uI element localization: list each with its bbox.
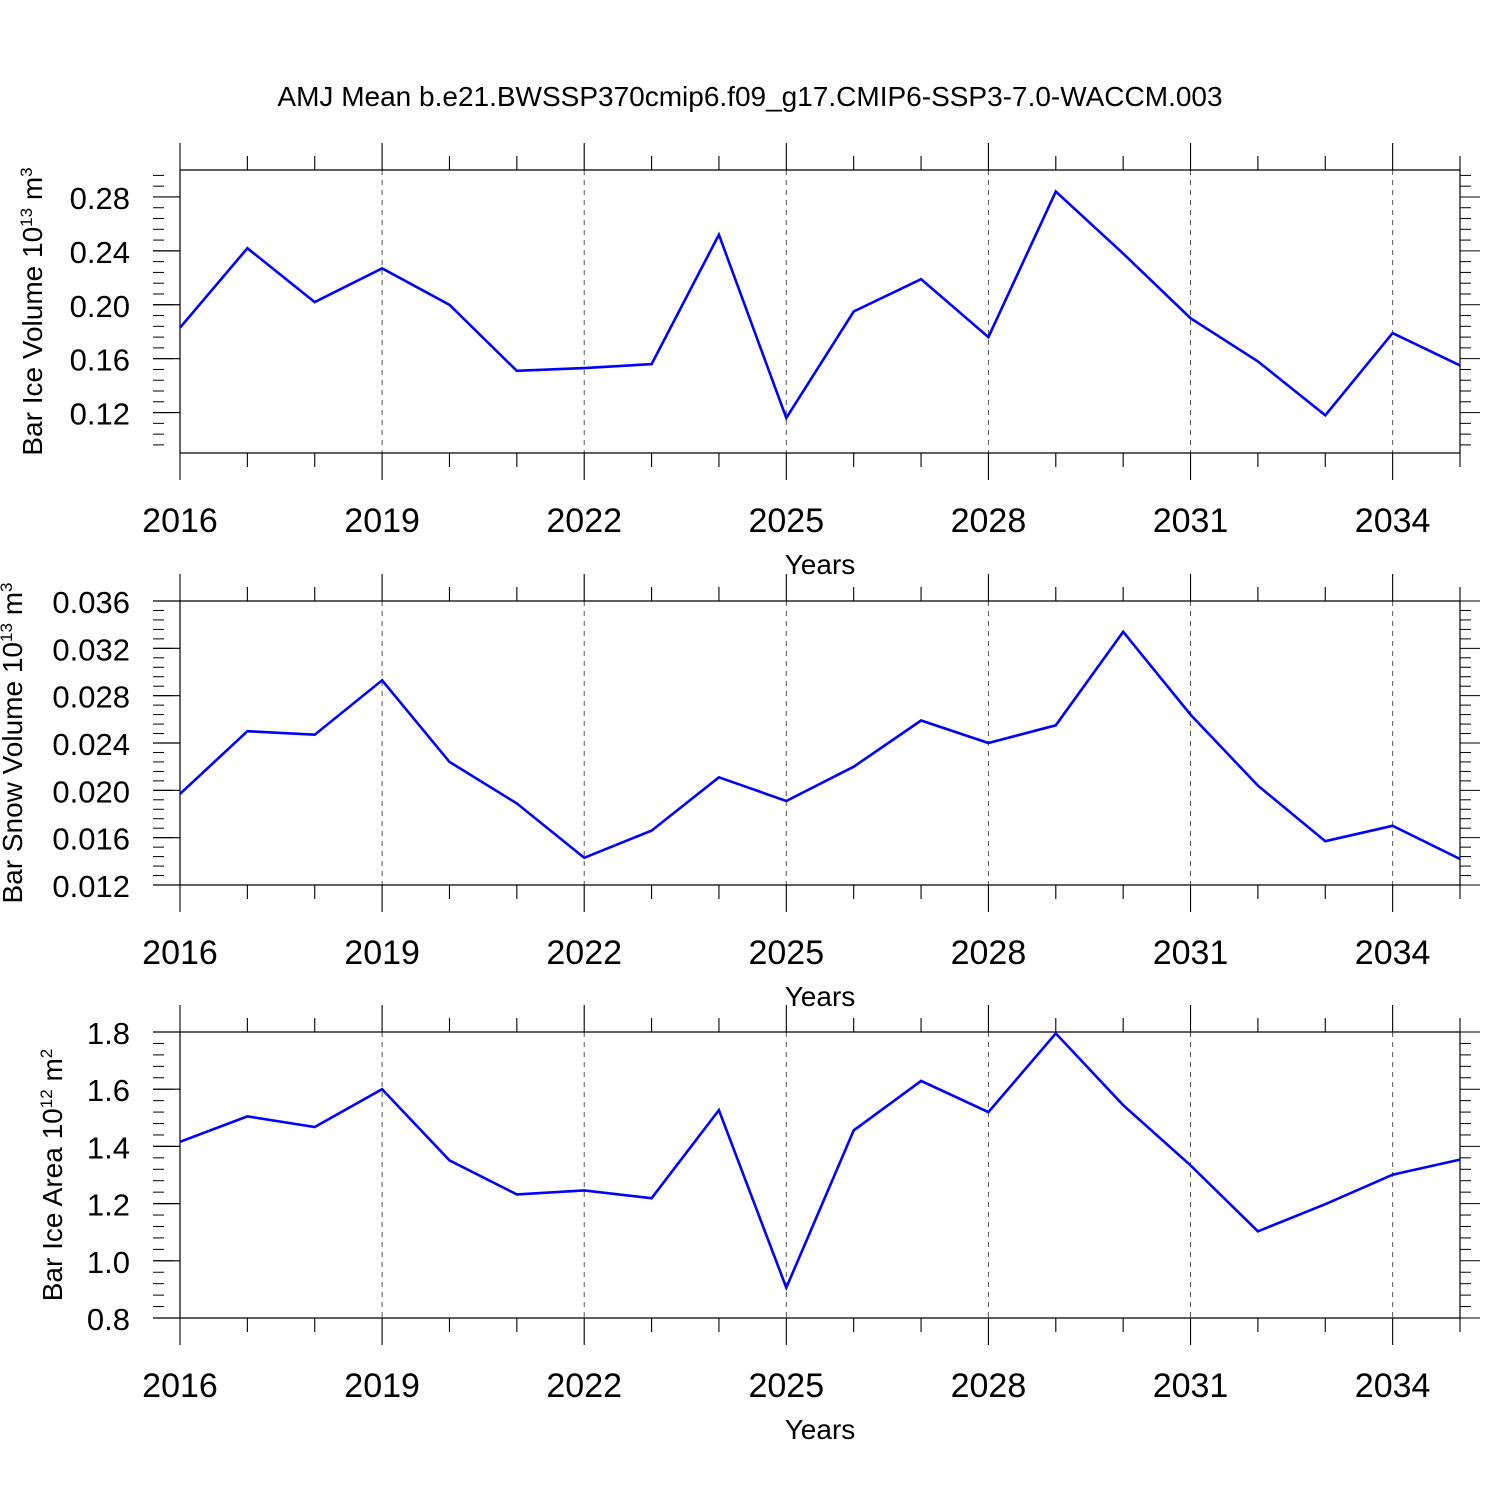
y-tick-label: 0.016 [52,822,130,857]
x-tick-label: 2022 [546,502,622,540]
x-axis-title: Years [785,1414,856,1445]
x-tick-label: 2025 [748,502,824,540]
figure-title: AMJ Mean b.e21.BWSSP370cmip6.f09_g17.CMI… [277,81,1222,112]
y-tick-label: 0.012 [52,869,130,904]
x-tick-label: 2031 [1153,1367,1229,1405]
y-tick-label: 0.12 [70,397,130,432]
y-tick-label: 0.028 [52,680,130,715]
x-tick-label: 2022 [546,934,622,972]
y-tick-label: 0.24 [70,235,130,270]
y-tick-label: 1.0 [87,1245,130,1280]
x-tick-label: 2031 [1153,502,1229,540]
x-tick-label: 2034 [1355,934,1431,972]
x-tick-label: 2016 [142,934,218,972]
series-line [179,189,1461,421]
y-tick-label: 1.2 [87,1188,130,1223]
ylabel-main: Bar Snow Volume 10 [0,642,28,904]
ylabel-main: Bar Ice Area 10 [37,1108,68,1301]
x-tick-label: 2019 [344,1367,420,1405]
x-tick-label: 2031 [1153,934,1229,972]
y-tick-label: 0.020 [52,774,130,809]
chart-panel-2: 2016 2019 2022 2025 2028 2031 2034 Years 0.012 0.… [0,574,1480,1012]
y-tick-label: 0.024 [52,727,130,762]
ylabel-unit: m [17,177,48,208]
x-tick-label: 2019 [344,934,420,972]
ylabel-exponent: 12 [37,1089,56,1108]
x-tick-label: 2025 [748,934,824,972]
y-axis-title: Bar Ice Volume 1013 m3 [17,167,48,455]
ylabel-exponent: 13 [0,623,16,642]
y-tick-label: 1.8 [87,1016,130,1051]
x-axis-title: Years [785,981,856,1012]
y-tick-label: 0.20 [70,289,130,324]
x-tick-label: 2016 [142,502,218,540]
ylabel-unit-exponent: 2 [37,1049,56,1058]
ylabel-unit-exponent: 3 [17,167,36,176]
y-tick-label: 0.28 [70,181,130,216]
x-tick-label: 2034 [1355,502,1431,540]
ylabel-main: Bar Ice Volume 10 [17,227,48,456]
x-tick-label: 2034 [1355,1367,1431,1405]
y-tick-label: 0.036 [52,585,130,620]
x-axis-title: Years [785,549,856,580]
ylabel-exponent: 13 [17,208,36,227]
x-tick-label: 2022 [546,1367,622,1405]
y-tick-label: 0.8 [87,1302,130,1337]
y-tick-label: 0.16 [70,343,130,378]
y-tick-label: 0.032 [52,632,130,667]
x-tick-label: 2028 [951,934,1027,972]
x-tick-label: 2016 [142,1367,218,1405]
y-axis-title: Bar Ice Area 1012 m2 [37,1049,68,1302]
series-line [179,1031,1461,1292]
chart-panel-3: 2016 2019 2022 2025 2028 2031 2034 Years 0.8 1.0 1… [37,1005,1480,1445]
chart-panel-1: 2016 2019 2022 2025 2028 2031 2034 Years 0.12 0.1… [17,143,1480,580]
ylabel-unit: m [37,1058,68,1089]
y-tick-label: 1.4 [87,1130,130,1165]
ylabel-unit: m [0,592,28,623]
series-line [179,629,1461,861]
x-tick-label: 2019 [344,502,420,540]
x-tick-label: 2025 [748,1367,824,1405]
y-axis-title: Bar Snow Volume 1013 m3 [0,583,28,904]
ylabel-unit-exponent: 3 [0,583,16,592]
y-tick-label: 1.6 [87,1073,130,1108]
x-tick-label: 2028 [951,1367,1027,1405]
x-tick-label: 2028 [951,502,1027,540]
